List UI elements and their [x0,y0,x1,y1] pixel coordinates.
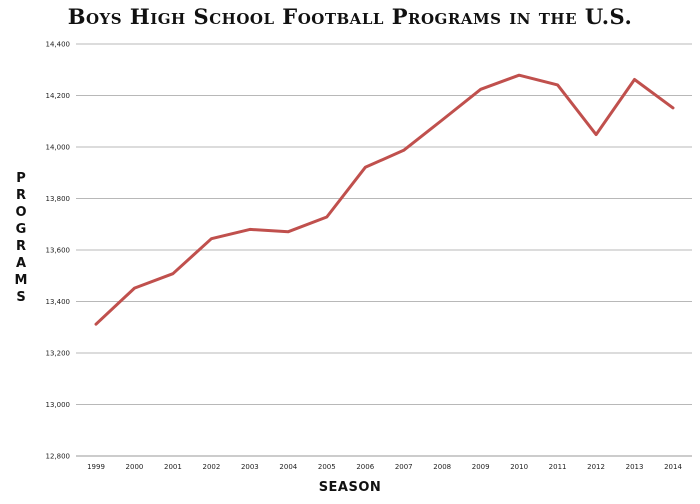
data-point [325,215,328,219]
x-tick-label: 2003 [241,463,259,471]
series-group [94,73,675,326]
y-tick-label: 13,400 [46,298,71,306]
data-point [556,83,559,87]
x-tick-label: 2002 [202,463,220,471]
x-tick-label: 2013 [626,463,644,471]
x-tick-label: 2011 [549,463,567,471]
y-tick-label: 14,000 [46,144,71,152]
data-point [441,118,444,122]
data-point [248,228,252,231]
gridlines [76,43,692,457]
y-tick-label: 13,600 [46,247,71,255]
data-point [133,286,136,290]
x-tick-label: 1999 [87,463,105,471]
y-tick-labels: 12,800 13,000 13,200 13,400 13,600 13,800 14,0… [46,41,71,461]
y-tick-label: 12,800 [46,453,71,461]
series-line [94,73,675,326]
y-tick-label: 14,200 [46,92,71,100]
x-axis-label: SEASON [318,480,382,495]
y-axis-label: PROGRAMS [14,171,28,305]
data-point [210,237,213,240]
x-tick-label: 2012 [587,463,605,471]
data-point [671,106,675,110]
y-tick-label: 13,200 [46,350,71,358]
data-point [287,230,290,233]
data-point [517,73,521,77]
data-point [633,78,636,81]
x-tick-label: 2005 [318,463,336,471]
x-tick-label: 2009 [472,463,490,471]
x-tick-label: 2007 [395,463,413,471]
data-point [479,88,482,91]
x-tick-label: 2006 [356,463,374,471]
chart-title: Boys High School Football Programs in th… [67,4,633,29]
x-tick-label: 2014 [664,463,682,471]
y-tick-label: 13,000 [46,401,71,409]
data-point [171,272,175,275]
y-tick-label: 14,400 [46,41,71,49]
data-point [94,322,98,326]
x-tick-label: 2000 [126,463,144,471]
data-point [364,166,367,169]
x-tick-label: 2010 [510,463,528,471]
x-tick-label: 2008 [433,463,451,471]
x-tick-labels: 1999 2000 2001 2002 2003 2004 2005 2006 2007 2008… [87,463,682,471]
data-point [594,133,598,136]
x-tick-label: 2001 [164,463,182,471]
y-tick-label: 13,800 [46,195,71,203]
data-point [402,149,405,152]
x-tick-label: 2004 [279,463,297,471]
